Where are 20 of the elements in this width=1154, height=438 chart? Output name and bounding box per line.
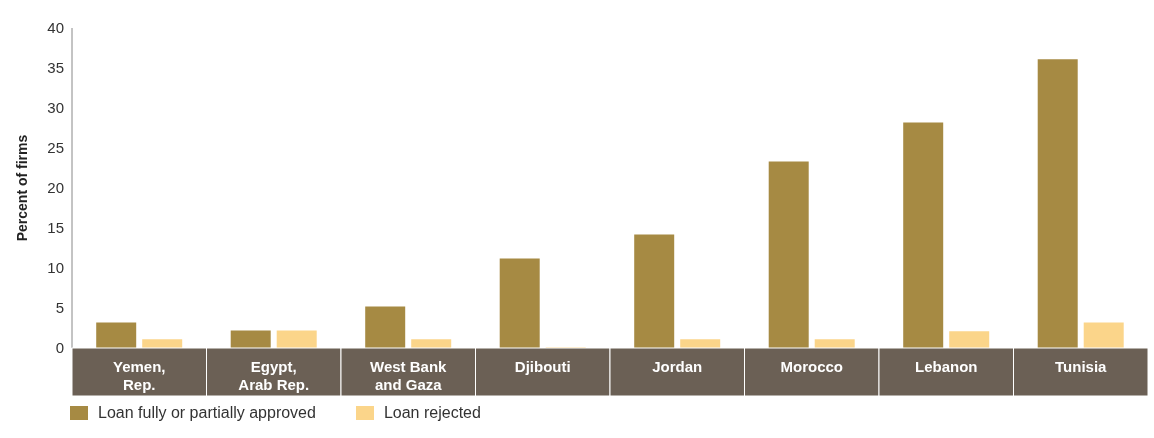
y-tick-label: 15 xyxy=(47,219,64,237)
y-tick-label: 5 xyxy=(55,299,64,317)
y-tick-label: 35 xyxy=(47,59,64,77)
y-tick-label: 40 xyxy=(47,19,64,37)
x-tick-label: Lebanon xyxy=(915,358,978,375)
x-tick-label: Yemen, Rep. xyxy=(112,358,166,393)
x-tick-label: Jordan xyxy=(652,358,703,375)
y-axis-title: Percent of firms xyxy=(13,134,30,242)
x-tick-label: Tunisia xyxy=(1055,358,1108,375)
y-tick-label: 30 xyxy=(47,99,64,117)
x-tick-label: Morocco xyxy=(780,358,844,375)
x-tick-label: Djibouti xyxy=(514,358,571,375)
x-tick-label: Egypt, Arab Rep. xyxy=(238,358,310,393)
y-tick-label: 25 xyxy=(47,139,64,157)
y-tick-label: 10 xyxy=(47,259,64,277)
legend-label: Loan rejected xyxy=(382,404,481,422)
y-tick-label: 0 xyxy=(55,339,64,357)
y-tick-label: 20 xyxy=(47,179,64,197)
x-tick-label: West Bank and Gaza xyxy=(370,358,448,393)
legend-label: Loan fully or partially approved xyxy=(97,404,316,422)
